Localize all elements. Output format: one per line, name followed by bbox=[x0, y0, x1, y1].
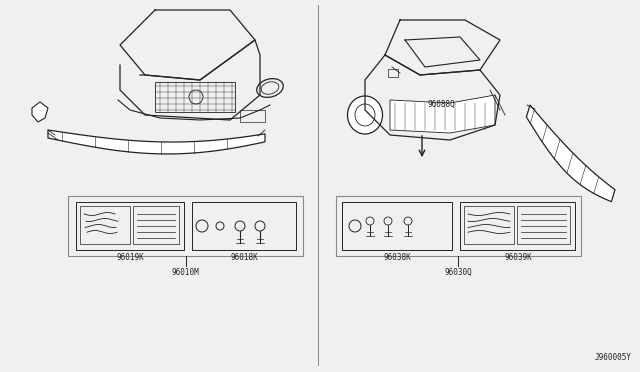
Text: 96039K: 96039K bbox=[504, 253, 532, 262]
Bar bbox=[76, 202, 184, 250]
Text: J960005Y: J960005Y bbox=[595, 353, 632, 362]
Text: 96088Q: 96088Q bbox=[428, 100, 456, 109]
Bar bbox=[517, 206, 570, 244]
Text: 96019K: 96019K bbox=[116, 253, 144, 262]
Bar bbox=[464, 206, 514, 244]
Bar bbox=[240, 110, 265, 122]
Text: 96010M: 96010M bbox=[172, 268, 200, 277]
Polygon shape bbox=[32, 102, 48, 122]
Bar bbox=[192, 202, 296, 250]
Bar bbox=[460, 202, 575, 250]
Polygon shape bbox=[48, 130, 265, 154]
Text: 96030Q: 96030Q bbox=[445, 268, 472, 277]
Bar bbox=[342, 202, 452, 250]
Bar bbox=[133, 206, 179, 244]
Ellipse shape bbox=[348, 96, 383, 134]
Bar bbox=[80, 206, 130, 244]
Text: 96038K: 96038K bbox=[383, 253, 411, 262]
Polygon shape bbox=[526, 105, 615, 202]
Bar bbox=[155, 82, 235, 112]
Text: 96018K: 96018K bbox=[230, 253, 258, 262]
Bar bbox=[388, 69, 398, 77]
Bar bbox=[68, 196, 303, 256]
Bar bbox=[336, 196, 581, 256]
Polygon shape bbox=[390, 95, 495, 133]
